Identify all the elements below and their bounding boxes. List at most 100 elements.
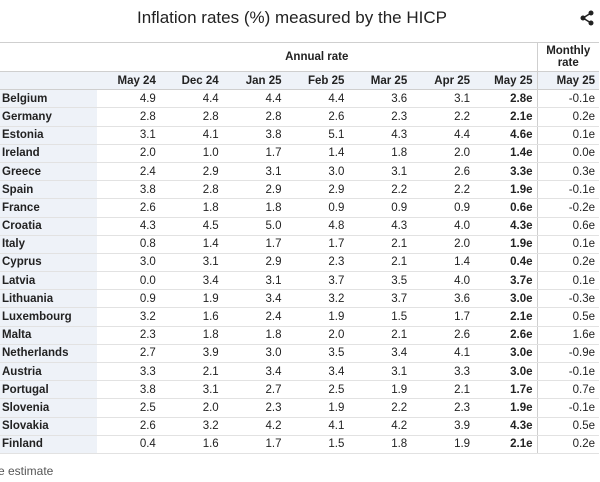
value-cell: 1.5 <box>285 435 349 454</box>
value-cell: 1.4e <box>474 144 537 163</box>
value-cell: -0.2e <box>536 198 599 218</box>
share-icon[interactable] <box>580 10 594 26</box>
value-cell: 2.6 <box>411 326 475 345</box>
value-cell: 0.9 <box>348 198 412 218</box>
table-row: Slovenia 2.5 2.0 2.3 1.9 2.2 2.3 1.9e -0.1e <box>0 398 599 418</box>
value-cell: 3.0e <box>474 362 537 382</box>
value-cell: 2.4 <box>222 307 286 327</box>
value-cell: 4.3e <box>474 417 537 436</box>
table-row: Portugal 3.8 3.1 2.7 2.5 1.9 2.1 1.7e 0.7e <box>0 380 599 400</box>
value-cell: 1.6 <box>159 307 223 327</box>
blank <box>0 42 97 72</box>
value-cell: -0.1e <box>536 89 599 109</box>
value-cell: 3.0e <box>474 344 537 364</box>
value-cell: 2.6 <box>285 107 349 127</box>
value-cell: 0.1e <box>536 271 599 291</box>
value-cell: 3.1 <box>97 126 160 145</box>
value-cell: 3.2 <box>97 307 160 327</box>
value-cell: 2.9 <box>222 253 286 273</box>
country-cell: Cyprus <box>0 253 97 273</box>
country-cell: Slovakia <box>0 417 97 436</box>
value-cell: 0.7e <box>536 380 599 400</box>
value-cell: 0.9 <box>411 198 475 218</box>
value-cell: 3.1 <box>348 362 412 382</box>
column-header: Jan 25 <box>222 71 286 91</box>
value-cell: 1.6 <box>159 435 223 454</box>
value-cell: 2.2 <box>348 398 412 418</box>
table-row: Greece 2.4 2.9 3.1 3.0 3.1 2.6 3.3e 0.3e <box>0 162 599 182</box>
value-cell: 1.9 <box>411 435 475 454</box>
value-cell: 4.4 <box>222 89 286 109</box>
value-cell: 4.4 <box>159 89 223 109</box>
value-cell: 1.9 <box>285 307 349 327</box>
value-cell: 4.3 <box>348 217 412 236</box>
value-cell: -0.1e <box>536 362 599 382</box>
value-cell: 1.0 <box>159 144 223 163</box>
value-cell: 2.3 <box>348 107 412 127</box>
value-cell: 2.1e <box>474 435 537 454</box>
column-header: Feb 25 <box>285 71 349 91</box>
footnote: e estimate <box>0 464 54 478</box>
value-cell: 3.6 <box>411 289 475 309</box>
value-cell: 2.1 <box>348 235 412 254</box>
column-header: May 25 <box>474 71 537 91</box>
value-cell: 2.8 <box>97 107 160 127</box>
value-cell: 0.0e <box>536 144 599 163</box>
value-cell: 2.8 <box>222 107 286 127</box>
table-row: Slovakia 2.6 3.2 4.2 4.1 4.2 3.9 4.3e 0.5e <box>0 417 599 436</box>
table-row: Austria 3.3 2.1 3.4 3.4 3.1 3.3 3.0e -0.1e <box>0 362 599 382</box>
value-cell: 4.4 <box>285 89 349 109</box>
value-cell: 3.4 <box>222 289 286 309</box>
country-cell: Greece <box>0 162 97 182</box>
value-cell: 3.2 <box>285 289 349 309</box>
table-row: Estonia 3.1 4.1 3.8 5.1 4.3 4.4 4.6e 0.1e <box>0 126 599 145</box>
value-cell: 2.1 <box>159 362 223 382</box>
value-cell: 2.6e <box>474 326 537 345</box>
table-row: Italy 0.8 1.4 1.7 1.7 2.1 2.0 1.9e 0.1e <box>0 235 599 254</box>
table-row: Ireland 2.0 1.0 1.7 1.4 1.8 2.0 1.4e 0.0e <box>0 144 599 163</box>
value-cell: 1.7 <box>222 144 286 163</box>
value-cell: 2.8 <box>159 180 223 200</box>
value-cell: 3.4 <box>159 271 223 291</box>
column-header: Apr 25 <box>411 71 475 91</box>
value-cell: 2.9 <box>285 180 349 200</box>
value-cell: 3.0 <box>222 344 286 364</box>
value-cell: 2.9 <box>159 162 223 182</box>
value-cell: 3.0 <box>97 253 160 273</box>
table-row: Malta 2.3 1.8 1.8 2.0 2.1 2.6 2.6e 1.6e <box>0 326 599 345</box>
value-cell: 3.4 <box>222 362 286 382</box>
value-cell: 3.1 <box>411 89 475 109</box>
value-cell: 4.3 <box>348 126 412 145</box>
value-cell: 0.0 <box>97 271 160 291</box>
value-cell: 4.1 <box>285 417 349 436</box>
value-cell: 0.4e <box>474 253 537 273</box>
table-row: Luxembourg 3.2 1.6 2.4 1.9 1.5 1.7 2.1e 0.5e <box>0 307 599 327</box>
value-cell: 0.1e <box>536 235 599 254</box>
value-cell: 2.0 <box>411 144 475 163</box>
country-cell: Slovenia <box>0 398 97 418</box>
country-cell: Spain <box>0 180 97 200</box>
value-cell: 2.8 <box>159 107 223 127</box>
value-cell: 3.4 <box>285 362 349 382</box>
value-cell: 0.9 <box>285 198 349 218</box>
value-cell: 0.6e <box>474 198 537 218</box>
value-cell: 1.9e <box>474 180 537 200</box>
value-cell: 3.0 <box>285 162 349 182</box>
country-cell: Finland <box>0 435 97 454</box>
value-cell: 1.6e <box>536 326 599 345</box>
value-cell: 4.0 <box>411 271 475 291</box>
value-cell: 2.4 <box>97 162 160 182</box>
table-row: Belgium 4.9 4.4 4.4 4.4 3.6 3.1 2.8e -0.1e <box>0 89 599 109</box>
value-cell: 4.6e <box>474 126 537 145</box>
column-header: May 24 <box>97 71 160 91</box>
value-cell: 4.2 <box>348 417 412 436</box>
column-header: Mar 25 <box>348 71 412 91</box>
value-cell: 3.5 <box>285 344 349 364</box>
value-cell: -0.1e <box>536 398 599 418</box>
value-cell: 3.1 <box>159 253 223 273</box>
value-cell: 3.9 <box>159 344 223 364</box>
value-cell: 2.1 <box>411 380 475 400</box>
country-cell: Portugal <box>0 380 97 400</box>
value-cell: 2.5 <box>97 398 160 418</box>
value-cell: 0.4 <box>97 435 160 454</box>
